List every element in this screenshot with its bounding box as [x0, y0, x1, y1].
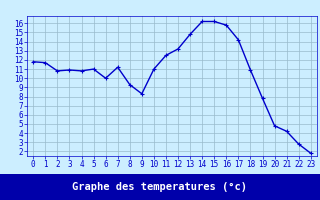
Text: Graphe des temperatures (°c): Graphe des temperatures (°c)	[73, 182, 247, 192]
